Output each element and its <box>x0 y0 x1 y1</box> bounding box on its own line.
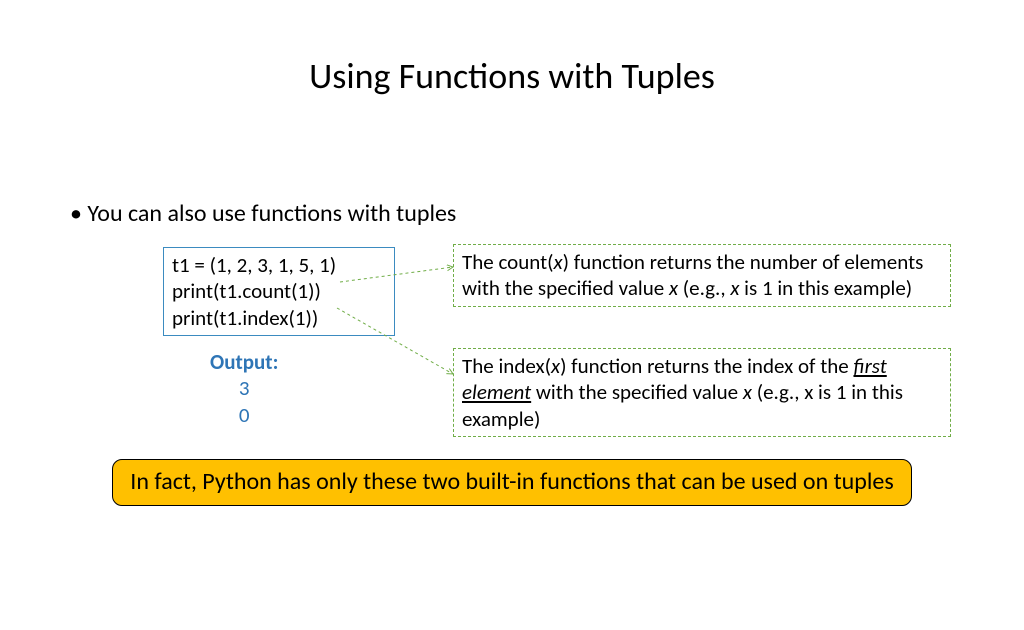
bullet-text: You can also use functions with tuples <box>70 199 456 228</box>
code-box: t1 = (1, 2, 3, 1, 5, 1) print(t1.count(1… <box>163 247 395 336</box>
desc2-mid1: ) function returns the index of the <box>560 353 853 379</box>
desc2-x1: x <box>551 353 560 379</box>
output-val-2: 0 <box>210 402 278 428</box>
slide-title: Using Functions with Tuples <box>0 54 1024 98</box>
connector-lines <box>0 54 1024 630</box>
desc1-x1: x <box>554 249 563 275</box>
desc1-mid2: (e.g., <box>678 275 730 301</box>
output-val-1: 3 <box>210 375 278 401</box>
desc2-x2: x <box>743 379 752 405</box>
desc-count: The count(x) function returns the number… <box>453 244 951 307</box>
callout-box: In fact, Python has only these two built… <box>112 459 912 506</box>
desc1-post: is 1 in this example) <box>739 275 912 301</box>
code-line-1: t1 = (1, 2, 3, 1, 5, 1) <box>172 252 386 278</box>
code-line-2: print(t1.count(1)) <box>172 278 386 304</box>
code-line-3: print(t1.index(1)) <box>172 305 386 331</box>
output-label: Output: <box>210 349 278 375</box>
desc1-x2: x <box>669 275 678 301</box>
desc-index: The index(x) function returns the index … <box>453 348 951 437</box>
output-block: Output: 3 0 <box>210 349 278 428</box>
desc2-mid2: with the specified value <box>531 379 743 405</box>
desc2-pre: The index( <box>462 353 551 379</box>
desc1-pre: The count( <box>462 249 554 275</box>
